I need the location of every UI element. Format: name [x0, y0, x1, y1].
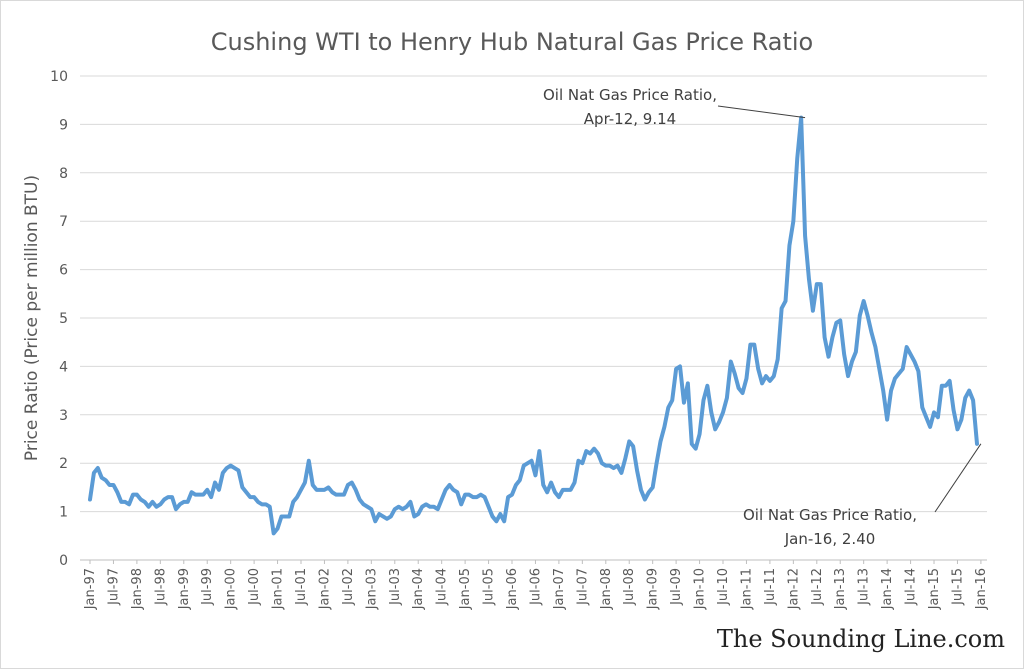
x-tick-label: Jan-08 — [599, 568, 614, 610]
x-tick-label: Jan-05 — [458, 568, 473, 610]
y-tick-label: 2 — [59, 456, 68, 472]
x-tick-label: Jul-05 — [482, 568, 497, 606]
x-tick-label: Jan-10 — [693, 568, 708, 610]
x-tick-label: Jan-16 — [974, 568, 989, 610]
x-tick-labels: Jan-97 Jul-97 Jan-98 Jul-98 Jan-99 Jul-99 Jan-… — [83, 560, 989, 610]
y-tick-label: 1 — [59, 505, 68, 521]
x-tick-label: Jan-06 — [505, 568, 520, 610]
x-tick-label: Jan-13 — [833, 568, 848, 610]
y-tick-label: 9 — [59, 117, 68, 133]
x-tick-label: Jan-01 — [271, 568, 286, 610]
x-tick-label: Jan-14 — [880, 568, 895, 610]
x-tick-label: Jan-00 — [224, 568, 239, 610]
x-tick-label: Jul-14 — [904, 568, 919, 606]
x-tick-label: Jul-02 — [341, 568, 356, 606]
y-axis-title: Price Ratio (Price per million BTU) — [22, 175, 42, 461]
x-tick-label: Jul-97 — [106, 568, 121, 606]
x-tick-label: Jan-03 — [364, 568, 379, 610]
chart-title: Cushing WTI to Henry Hub Natural Gas Pri… — [211, 28, 813, 56]
x-tick-label: Jan-04 — [411, 568, 426, 610]
annotation-label-line1: Oil Nat Gas Price Ratio, — [743, 506, 917, 524]
x-tick-label: Jul-99 — [200, 568, 215, 606]
y-tick-labels: 0 1 2 3 4 5 6 7 8 9 10 — [50, 69, 68, 569]
y-tick-label: 3 — [59, 408, 68, 424]
x-tick-label: Jul-11 — [763, 568, 778, 606]
x-tick-label: Jul-03 — [388, 568, 403, 606]
x-tick-label: Jul-12 — [810, 568, 825, 606]
x-tick-label: Jul-00 — [247, 568, 262, 606]
x-tick-label: Jan-02 — [317, 568, 332, 610]
annotation-label-line2: Apr-12, 9.14 — [584, 110, 676, 128]
x-tick-label: Jan-98 — [130, 568, 145, 610]
series-layer — [88, 115, 979, 536]
series-line — [88, 115, 979, 536]
x-tick-label: Jan-11 — [739, 568, 754, 610]
y-tick-label: 5 — [59, 311, 68, 327]
annotation-leader-line — [934, 443, 982, 513]
x-tick-label: Jul-13 — [857, 568, 872, 606]
x-tick-label: Jan-07 — [552, 568, 567, 610]
annotation-leader-line — [717, 105, 806, 119]
y-tick-label: 8 — [59, 166, 68, 182]
x-tick-label: Jul-07 — [575, 568, 590, 606]
y-tick-label: 7 — [59, 214, 68, 230]
y-tick-label: 6 — [59, 263, 68, 279]
x-tick-label: Jan-99 — [177, 568, 192, 610]
x-tick-label: Jul-09 — [669, 568, 684, 606]
x-tick-label: Jan-09 — [646, 568, 661, 610]
y-tick-label: 10 — [50, 69, 68, 85]
watermark-text: The Sounding Line.com — [717, 625, 1005, 653]
x-tick-label: Jul-06 — [528, 568, 543, 606]
x-tick-label: Jul-04 — [435, 568, 450, 606]
x-tick-label: Jan-15 — [927, 568, 942, 610]
x-tick-label: Jan-12 — [786, 568, 801, 610]
y-tick-label: 0 — [59, 553, 68, 569]
annotation-label-line2: Jan-16, 2.40 — [784, 530, 876, 548]
x-tick-label: Jul-08 — [622, 568, 637, 606]
y-tick-label: 4 — [59, 359, 68, 375]
x-tick-label: Jan-97 — [83, 568, 98, 610]
x-tick-label: Jul-98 — [153, 568, 168, 606]
x-tick-label: Jul-10 — [716, 568, 731, 606]
annotation-label-line1: Oil Nat Gas Price Ratio, — [543, 86, 717, 104]
x-tick-label: Jul-01 — [294, 568, 309, 606]
annotations: Oil Nat Gas Price Ratio, Apr-12, 9.14 Oil … — [543, 86, 982, 548]
x-tick-label: Jul-15 — [950, 568, 965, 606]
